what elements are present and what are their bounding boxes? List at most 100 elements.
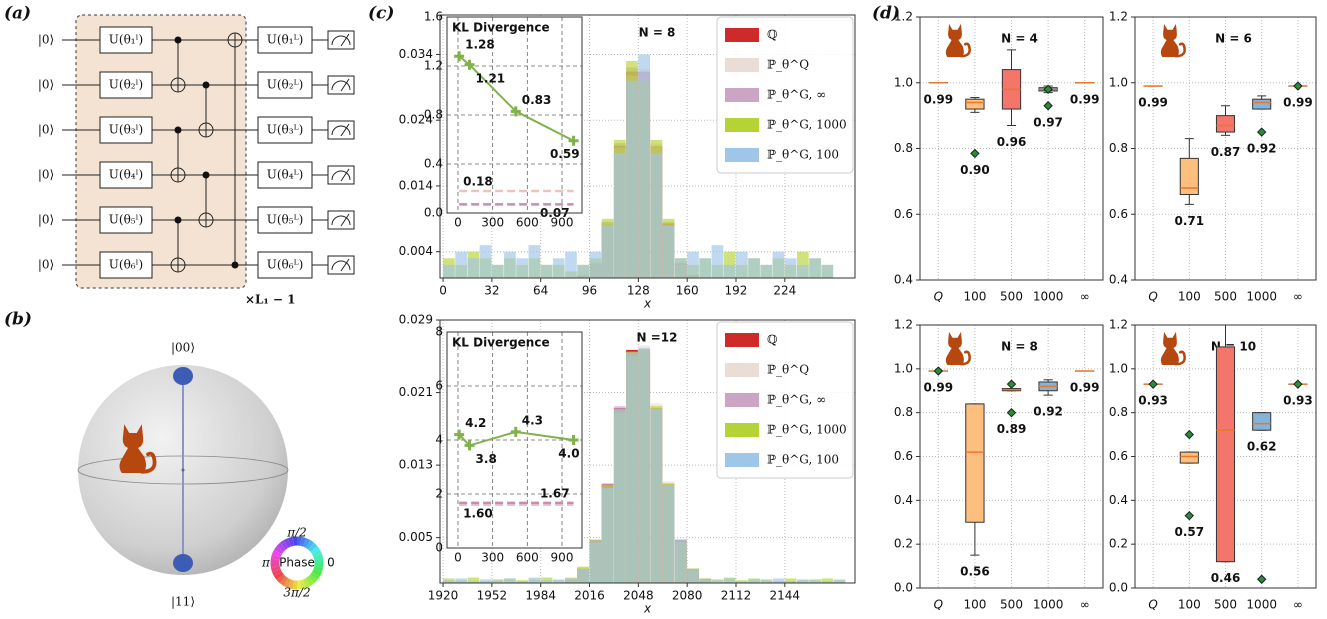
input-state: |0⟩ xyxy=(38,123,54,137)
gate-label: U(θ₆ᴸ) xyxy=(267,258,304,272)
flier xyxy=(1184,510,1195,521)
chart-title: N = 6 xyxy=(1215,32,1252,46)
histogram-bar xyxy=(797,579,809,583)
kl-value-label: 4.3 xyxy=(522,413,543,427)
flier xyxy=(933,366,944,376)
x-tick-label: 32 xyxy=(484,284,499,298)
histogram-bar xyxy=(735,251,748,278)
x-tick-label: 500 xyxy=(1000,290,1023,304)
plot-frame xyxy=(919,16,1104,281)
legend-label: ℙ_θ^G, 100 xyxy=(767,148,839,162)
x-tick-label: 96 xyxy=(582,284,597,298)
histogram-bar xyxy=(601,487,614,583)
kl-value-label: 1.28 xyxy=(465,38,495,52)
y-tick-label: 0.005 xyxy=(399,530,433,544)
flier xyxy=(1293,81,1303,91)
plot-frame xyxy=(919,324,1104,589)
value-label: 0.46 xyxy=(1211,571,1241,585)
x-tick-label: ∞ xyxy=(1080,290,1090,304)
x-axis-label: x xyxy=(643,602,652,616)
flier xyxy=(970,148,980,159)
histogram-bar xyxy=(748,258,760,278)
x-tick-label: 2144 xyxy=(770,589,801,603)
legend-swatch xyxy=(725,28,759,42)
flier xyxy=(1184,429,1195,440)
histogram-bar xyxy=(650,153,663,278)
box xyxy=(1215,346,1236,563)
panel-label: (a) xyxy=(4,4,31,24)
histogram-bar xyxy=(711,245,724,278)
value-label: 0.99 xyxy=(923,381,953,395)
box xyxy=(1179,451,1199,464)
histogram-bar xyxy=(565,251,577,278)
control-dot xyxy=(174,216,182,224)
flier xyxy=(1256,127,1267,137)
gate-label: U(θ₆ˡ) xyxy=(109,258,143,272)
inset-x-tick-label: 0 xyxy=(454,216,462,230)
histogram-bar xyxy=(797,264,809,278)
gate-label: U(θ₂ᴸ) xyxy=(267,78,304,92)
x-tick-label: 100 xyxy=(1178,290,1201,304)
histogram-bar xyxy=(479,579,492,583)
input-state: |0⟩ xyxy=(38,258,54,272)
histogram-bar xyxy=(650,408,663,583)
kl-marker xyxy=(568,435,579,445)
meter-needle xyxy=(340,33,350,47)
y-tick-label: 1.0 xyxy=(1109,75,1128,89)
y-tick-label: 0.0 xyxy=(1109,581,1128,595)
wheel-segment xyxy=(299,536,307,547)
inset-x-tick-label: 900 xyxy=(551,216,574,230)
meter-needle xyxy=(340,78,350,92)
histogram-bar xyxy=(479,245,492,278)
value-label: 0.93 xyxy=(1138,394,1168,408)
gate-label: U(θ₂ˡ) xyxy=(109,78,143,92)
sphere-center xyxy=(181,468,185,472)
panel-label: (c) xyxy=(368,4,394,24)
meter-needle xyxy=(340,213,350,227)
histogram-bar xyxy=(784,578,797,583)
kl-value-label: 4.0 xyxy=(558,447,579,461)
wheel-segment xyxy=(302,578,311,588)
gate-label: U(θ₃ᴸ) xyxy=(267,123,304,137)
kl-marker xyxy=(510,106,521,117)
wheel-segment xyxy=(274,571,284,581)
inset-y-tick-label: 1.6 xyxy=(424,10,443,24)
meter-arc xyxy=(331,170,351,181)
meter xyxy=(327,255,355,275)
inset-y-tick-label: 6 xyxy=(435,379,443,393)
kl-line xyxy=(458,55,575,142)
y-tick-label: 0.8 xyxy=(894,141,913,155)
wheel-segment xyxy=(272,549,282,558)
x-tick-label: 0 xyxy=(439,284,447,298)
x-tick-label: ∞ xyxy=(1293,290,1303,304)
histogram-bar xyxy=(699,579,712,583)
legend-label: ℙ_θ^Q xyxy=(767,58,809,72)
box xyxy=(965,403,985,523)
phase-tick: 0 xyxy=(327,556,335,570)
value-label: 0.97 xyxy=(1033,115,1063,129)
y-tick-label: 0.4 xyxy=(894,273,913,287)
gate xyxy=(257,26,313,54)
wheel-segment xyxy=(270,565,281,573)
x-tick-label: 500 xyxy=(1214,290,1237,304)
histogram-bar xyxy=(491,580,504,583)
legend-label: ℙ_θ^G, 1000 xyxy=(767,423,847,437)
reference-label: 0.18 xyxy=(463,174,493,188)
x-tick-label: 1000 xyxy=(1246,290,1277,304)
histogram-bar xyxy=(455,578,467,583)
wheel-segment xyxy=(272,568,282,577)
plot-frame xyxy=(1134,324,1317,589)
histogram-bar xyxy=(552,579,565,583)
control-dot xyxy=(174,126,182,134)
wheel-segment xyxy=(287,579,295,590)
panel-label: (d) xyxy=(872,4,900,24)
input-state: |0⟩ xyxy=(38,33,54,47)
x-tick-label: 192 xyxy=(725,284,748,298)
y-tick-label: 0.6 xyxy=(1109,207,1128,221)
inset-y-tick-label: 0.8 xyxy=(424,108,443,122)
x-tick-label: 1000 xyxy=(1246,598,1277,612)
x-tick-label: 100 xyxy=(1178,598,1201,612)
legend-label: ℙ_θ^G, 1000 xyxy=(767,118,847,132)
histogram-bar xyxy=(687,251,699,278)
histogram-bar xyxy=(626,80,638,278)
